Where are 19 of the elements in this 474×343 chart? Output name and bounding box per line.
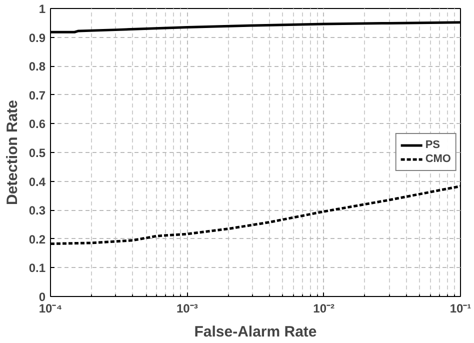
legend-label: CMO (425, 152, 451, 166)
x-tick-label: 10⁻⁴ (38, 302, 62, 316)
y-tick-label: 0.2 (28, 232, 46, 246)
x-tick-label: 10⁻² (313, 302, 335, 316)
y-tick-label: 1 (38, 2, 46, 16)
y-tick-label: 0.3 (28, 204, 46, 218)
x-axis-title: False-Alarm Rate (194, 324, 317, 340)
y-axis-title: Detection Rate (4, 100, 21, 206)
y-tick-label: 0.7 (28, 88, 46, 102)
y-tick-label: 0.9 (28, 30, 46, 45)
y-tick-label: 0.4 (28, 174, 46, 189)
y-tick-label: 0 (38, 290, 46, 304)
y-tick-label: 0.1 (28, 261, 46, 276)
x-tick-label: 10⁻¹ (450, 302, 472, 316)
legend-label: PS (425, 138, 442, 152)
x-tick-label: 10⁻³ (176, 302, 198, 316)
y-tick-label: 0.8 (28, 60, 46, 74)
y-tick-label: 0.6 (28, 117, 46, 132)
y-tick-label: 0.5 (28, 146, 46, 160)
